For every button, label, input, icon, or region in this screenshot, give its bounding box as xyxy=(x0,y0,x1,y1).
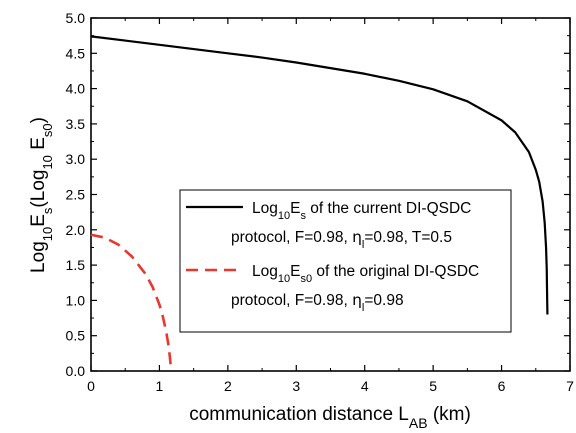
legend: Log10Es of the current DI-QSDC protocol,… xyxy=(180,190,511,332)
y-tick-label: 2.5 xyxy=(66,187,86,203)
y-tick-label: 3.5 xyxy=(66,116,86,132)
y-tick-label: 3.0 xyxy=(66,151,86,167)
x-tick-label: 0 xyxy=(87,378,95,394)
y-tick-label: 5.0 xyxy=(66,10,86,26)
x-tick-label: 1 xyxy=(156,378,164,394)
y-tick-label: 1.0 xyxy=(66,292,86,308)
y-tick-label: 4.0 xyxy=(66,81,86,97)
y-tick-label: 0.0 xyxy=(66,363,86,379)
x-tick-label: 2 xyxy=(224,378,232,394)
y-tick-label: 0.5 xyxy=(66,328,86,344)
x-tick-label: 5 xyxy=(429,378,437,394)
y-axis-label: Log10Es(Log10 Es0) xyxy=(28,117,55,273)
x-tick-label: 4 xyxy=(361,378,369,394)
x-axis-label: communication distance LAB (km) xyxy=(189,404,471,431)
y-tick-label: 2.0 xyxy=(66,222,86,238)
y-tick-label: 4.5 xyxy=(66,45,86,61)
series-line-original xyxy=(91,235,171,371)
x-tick-label: 3 xyxy=(292,378,300,394)
x-tick-label: 7 xyxy=(566,378,574,394)
x-tick-label: 6 xyxy=(498,378,506,394)
y-tick-label: 1.5 xyxy=(66,257,86,273)
